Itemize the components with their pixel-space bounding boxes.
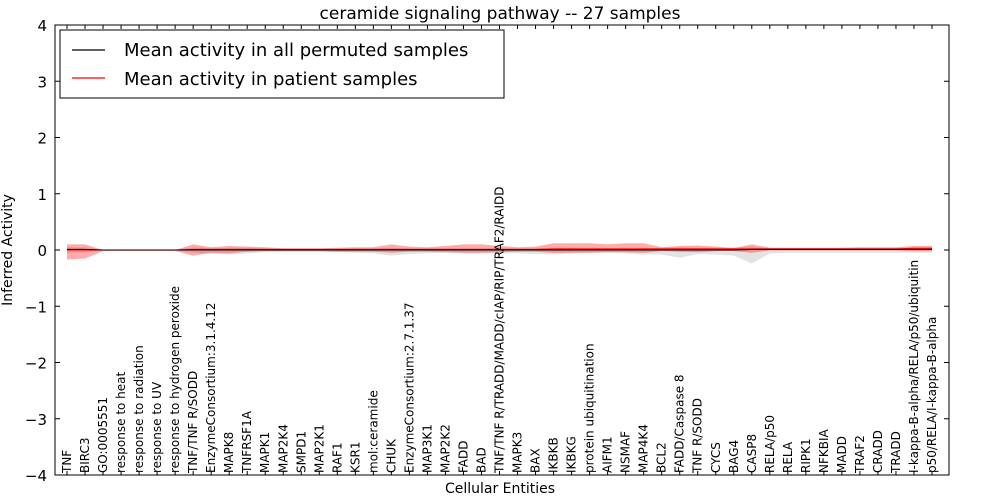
x-tick-label: RELA/p50 [763,415,777,473]
x-tick-label: TNF [60,450,74,474]
x-tick-label: response to hydrogen peroxide [168,286,182,473]
series-line-permuted [67,248,932,251]
x-tick-label: NFKBIA [817,428,831,473]
x-tick-label: mol:ceramide [366,390,380,473]
confidence-bands [67,243,932,264]
x-tick-label: SMPD1 [294,431,308,473]
x-tick-label: IKBKG [565,436,579,473]
y-tick-label: 3 [37,73,47,91]
plot-frame [54,24,950,476]
x-tick-label: response to radiation [132,345,146,473]
x-tick-label: FADD/Caspase 8 [673,374,687,473]
x-tick-label: CHUK [384,438,398,473]
band-permuted [67,246,932,264]
x-tick-label: EnzymeConsortium:3.1.4.12 [204,302,218,473]
series-lines [67,247,932,251]
x-tick-label: MAP3K1 [420,424,434,473]
x-tick-label: BAD [474,447,488,473]
x-tick-labels: TNF BIRC3 GO:0005551 response to heat respon… [60,25,939,475]
x-tick-label: BAG4 [727,440,741,473]
x-tick-label: BCL2 [655,442,669,473]
chart-title: ceramide signaling pathway -- 27 samples [320,4,681,24]
y-tick-label: −4 [25,467,47,485]
x-tick-label: MADD [835,436,849,473]
x-tick-label: RIPK1 [799,438,813,473]
y-tick-label: −2 [25,355,47,373]
x-tick-label: CRADD [871,430,885,473]
y-ticks: 4 3 2 1 0 −1 −2 −3 −4 [25,17,949,485]
x-tick-label: CASP8 [745,434,759,473]
y-tick-label: 4 [37,17,47,35]
x-tick-label: RELA [781,441,795,473]
legend-entry-permuted: Mean activity in all permuted samples [124,40,468,61]
y-tick-label: −3 [25,411,47,429]
x-tick-label: TNF R/SODD [691,398,705,474]
x-tick-label: KSR1 [348,442,362,473]
x-tick-label: RAF1 [330,442,344,473]
x-tick-label: MAP4K4 [637,424,651,473]
x-tick-label: EnzymeConsortium:2.7.1.37 [402,302,416,473]
x-tick-label: MAPK1 [258,432,272,473]
x-tick-label: TNF/TNF R/SODD [186,371,200,474]
legend-box [59,29,505,99]
x-tick-label: GO:0005551 [96,397,110,473]
x-tick-label: AIFM1 [601,436,615,473]
x-tick-label: CYCS [709,442,723,473]
x-tick-label: response to heat [114,371,128,473]
x-tick-label: MAP2K2 [438,424,452,473]
legend-entry-patient: Mean activity in patient samples [124,69,418,90]
x-tick-label: protein ubiquitination [583,343,597,473]
series-line-patient [67,247,932,251]
y-tick-label: 2 [37,130,47,148]
x-tick-label: I-kappa-B-alpha/RELA/p50/ubiquitin [907,260,921,473]
x-tick-label: TNFRSF1A [240,410,254,474]
x-tick-label: MAPK8 [222,432,236,473]
x-tick-label: NSMAF [619,431,633,473]
x-axis-label: Cellular Entities [445,481,555,497]
legend: Mean activity in all permuted samples Me… [59,29,505,99]
x-tick-label: response to UV [150,381,164,473]
x-tick-label: BAX [529,448,543,473]
x-tick-label: MAP2K1 [312,424,326,473]
x-tick-label: BIRC3 [78,437,92,473]
y-tick-label: 0 [37,242,47,260]
band-patient [67,243,932,260]
y-tick-label: −1 [25,298,47,316]
y-tick-label: 1 [37,186,47,204]
x-tick-label: MAPK3 [511,432,525,473]
x-tick-label: p50/RELA/I-kappa-B-alpha [925,317,939,473]
x-tick-label: TRADD [889,431,903,474]
x-tick-label: MAP2K4 [276,424,290,473]
x-tick-label: TRAF2 [853,435,867,474]
x-tick-label: IKBKB [547,437,561,473]
x-tick-label: TNF/TNF R/TRADD/MADD/cIAP/RIP/TRAF2/RAID… [493,187,507,475]
y-axis-label: Inferred Activity [0,194,16,306]
x-tick-label: FADD [456,441,470,474]
